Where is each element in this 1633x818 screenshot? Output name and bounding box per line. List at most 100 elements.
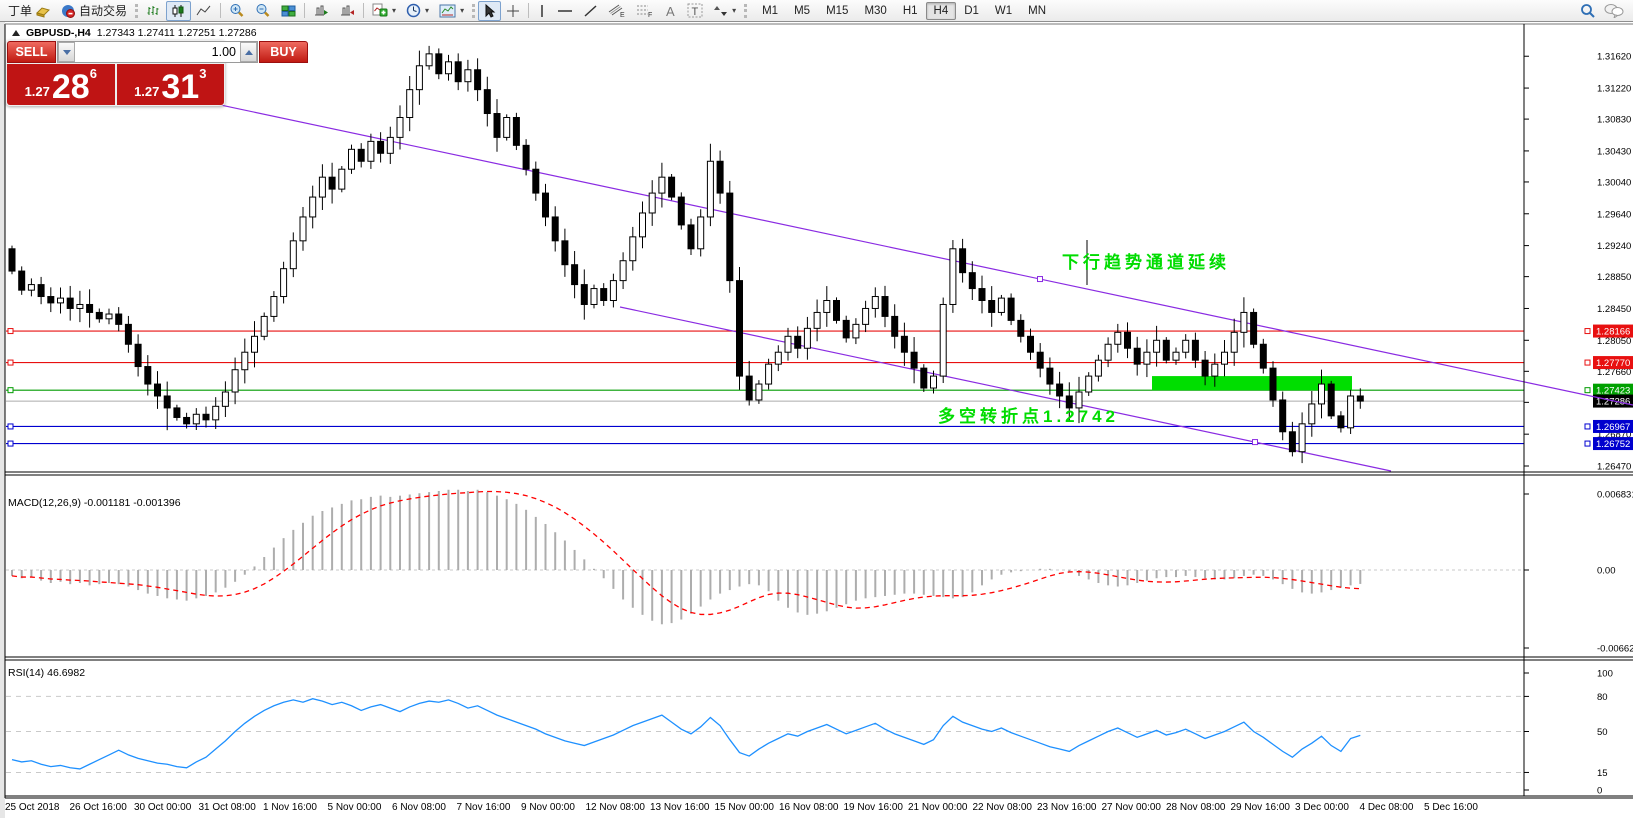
timeframe-M15-button[interactable]: M15: [826, 4, 849, 17]
chat-icon[interactable]: [1604, 3, 1624, 18]
fibonacci-button[interactable]: F: [631, 1, 659, 21]
buy-price-tile[interactable]: 1.27 31 3: [116, 64, 224, 105]
svg-text:1.26870: 1.26870: [1597, 430, 1631, 441]
sell-button[interactable]: SELL: [7, 41, 56, 63]
timeframe-M1-button[interactable]: M1: [762, 4, 779, 17]
templates-button[interactable]: ▾: [434, 1, 469, 21]
autotrading-button[interactable]: 自动交易: [56, 1, 132, 21]
text-label-icon: T: [687, 3, 703, 18]
svg-text:16 Nov 08:00: 16 Nov 08:00: [779, 802, 839, 813]
toolbar-separator: [304, 3, 306, 18]
svg-text:1.27770: 1.27770: [1596, 358, 1630, 369]
rsi-line: [11, 698, 1361, 770]
svg-text:27 Nov 00:00: 27 Nov 00:00: [1102, 802, 1162, 813]
horizontal-line-button[interactable]: [552, 1, 578, 21]
auto-scroll-button[interactable]: [308, 1, 334, 21]
text-button[interactable]: A: [659, 1, 682, 21]
tile-windows-button[interactable]: [276, 1, 301, 21]
date-axis[interactable]: 25 Oct 2018 26 Oct 16:00 30 Oct 00:00 31 Oc…: [5, 802, 1478, 813]
clock-icon: [406, 3, 421, 18]
rsi-pane[interactable]: 100 80 50 15 0: [6, 669, 1613, 797]
buy-button[interactable]: BUY: [259, 41, 308, 63]
svg-text:30 Oct 00:00: 30 Oct 00:00: [134, 802, 192, 813]
toolbar-separator: [528, 3, 530, 18]
svg-text:31 Oct 08:00: 31 Oct 08:00: [199, 802, 257, 813]
bar-chart-button[interactable]: [141, 1, 166, 21]
macd-values: -0.001181 -0.001396: [83, 497, 181, 509]
svg-text:50: 50: [1597, 727, 1608, 738]
rsi-name: RSI(14): [8, 667, 45, 679]
timeframe-D1-button[interactable]: D1: [964, 4, 979, 17]
svg-text:15: 15: [1597, 768, 1608, 779]
macd-label: MACD(12,26,9) -0.001181 -0.001396: [8, 497, 181, 509]
candlestick-chart-icon: [172, 4, 184, 17]
horizontal-line-icon: [558, 9, 573, 12]
svg-text:1.30430: 1.30430: [1597, 146, 1631, 157]
timeframe-switcher: M1 M5 M15 M30 H1 H4 D1 W1 MN: [754, 1, 1054, 20]
gold-bar-icon: [36, 6, 50, 18]
trend-channel-line-2[interactable]: [619, 306, 1392, 472]
equidistant-channel-button[interactable]: E: [603, 1, 631, 21]
svg-text:-0.00662: -0.00662: [1597, 644, 1633, 655]
trend-channel-line-1[interactable]: [149, 89, 1633, 406]
toolbar-grip: [135, 3, 139, 18]
toolbar: 丁单 自动交易 ▾ ▾ ▾ E F A T ▾ M1 M5 M: [0, 0, 1633, 22]
bar-chart-icon: [147, 5, 159, 15]
new-order-button[interactable]: 丁单: [3, 1, 56, 21]
trade-panel-collapse-icon[interactable]: [12, 30, 20, 36]
volume-decrease-button[interactable]: [58, 42, 75, 62]
price-tag-1.28166[interactable]: [1593, 324, 1633, 338]
indicators-button[interactable]: ▾: [367, 1, 401, 21]
price-tag-1.27770[interactable]: [1593, 356, 1633, 370]
autotrading-icon: [62, 4, 76, 18]
timeframe-MN-button[interactable]: MN: [1028, 4, 1047, 17]
macd-pane[interactable]: 0.006831 0.00 -0.00662: [6, 490, 1633, 655]
volume-input[interactable]: [75, 42, 240, 62]
arrows-button[interactable]: ▾: [708, 1, 741, 21]
rsi-label: RSI(14) 46.6982: [8, 667, 85, 679]
timeframe-W1-button[interactable]: W1: [994, 4, 1013, 17]
timeframe-H4-button[interactable]: H4: [925, 1, 957, 20]
periods-button[interactable]: ▾: [401, 1, 434, 21]
channel-icon: E: [608, 4, 625, 18]
price-tag-1.26967[interactable]: [1593, 419, 1633, 433]
buy-price-pip: 3: [199, 66, 207, 81]
price-axis[interactable]: 1.31620 1.31220 1.30830 1.30430 1.30040 1.296…: [1524, 52, 1633, 473]
svg-text:1.26752: 1.26752: [1596, 439, 1630, 450]
svg-text:100: 100: [1597, 669, 1613, 680]
svg-text:1.30040: 1.30040: [1597, 177, 1631, 188]
svg-text:7 Nov 16:00: 7 Nov 16:00: [457, 802, 511, 813]
crosshair-button[interactable]: [501, 1, 525, 21]
timeframe-M5-button[interactable]: M5: [794, 4, 811, 17]
arrows-icon: [714, 5, 728, 16]
svg-text:19 Nov 16:00: 19 Nov 16:00: [844, 802, 904, 813]
vertical-line-button[interactable]: [532, 1, 552, 21]
zoom-out-icon: [256, 4, 270, 17]
price-tag-1.27423[interactable]: [1593, 383, 1633, 397]
support-rectangle[interactable]: [1152, 376, 1352, 391]
price-tag-1.26752[interactable]: [1593, 437, 1633, 451]
buy-price-prefix: 1.27: [134, 84, 160, 99]
zoom-in-button[interactable]: [224, 1, 250, 21]
timeframe-M30-button[interactable]: M30: [864, 4, 887, 17]
text-label-button[interactable]: T: [682, 1, 708, 21]
timeframe-H1-button[interactable]: H1: [902, 4, 918, 17]
line-chart-button[interactable]: [191, 1, 217, 21]
svg-text:3 Dec 00:00: 3 Dec 00:00: [1295, 802, 1349, 813]
sell-price-prefix: 1.27: [24, 84, 50, 99]
sell-price-pip: 6: [89, 66, 97, 81]
fibonacci-icon: F: [637, 5, 652, 18]
chart-shift-button[interactable]: [334, 1, 360, 21]
svg-text:13 Nov 16:00: 13 Nov 16:00: [650, 802, 710, 813]
sell-price-tile[interactable]: 1.27 28 6: [7, 64, 115, 105]
cursor-button[interactable]: [478, 0, 502, 21]
search-icon[interactable]: [1580, 3, 1596, 19]
svg-text:A: A: [666, 4, 675, 18]
trendline-button[interactable]: [578, 1, 603, 21]
line-chart-icon: [196, 5, 211, 15]
candlestick-chart-button[interactable]: [166, 0, 192, 21]
main-pane[interactable]: [6, 45, 1633, 472]
zoom-out-button[interactable]: [250, 1, 276, 21]
volume-increase-button[interactable]: [240, 42, 257, 62]
